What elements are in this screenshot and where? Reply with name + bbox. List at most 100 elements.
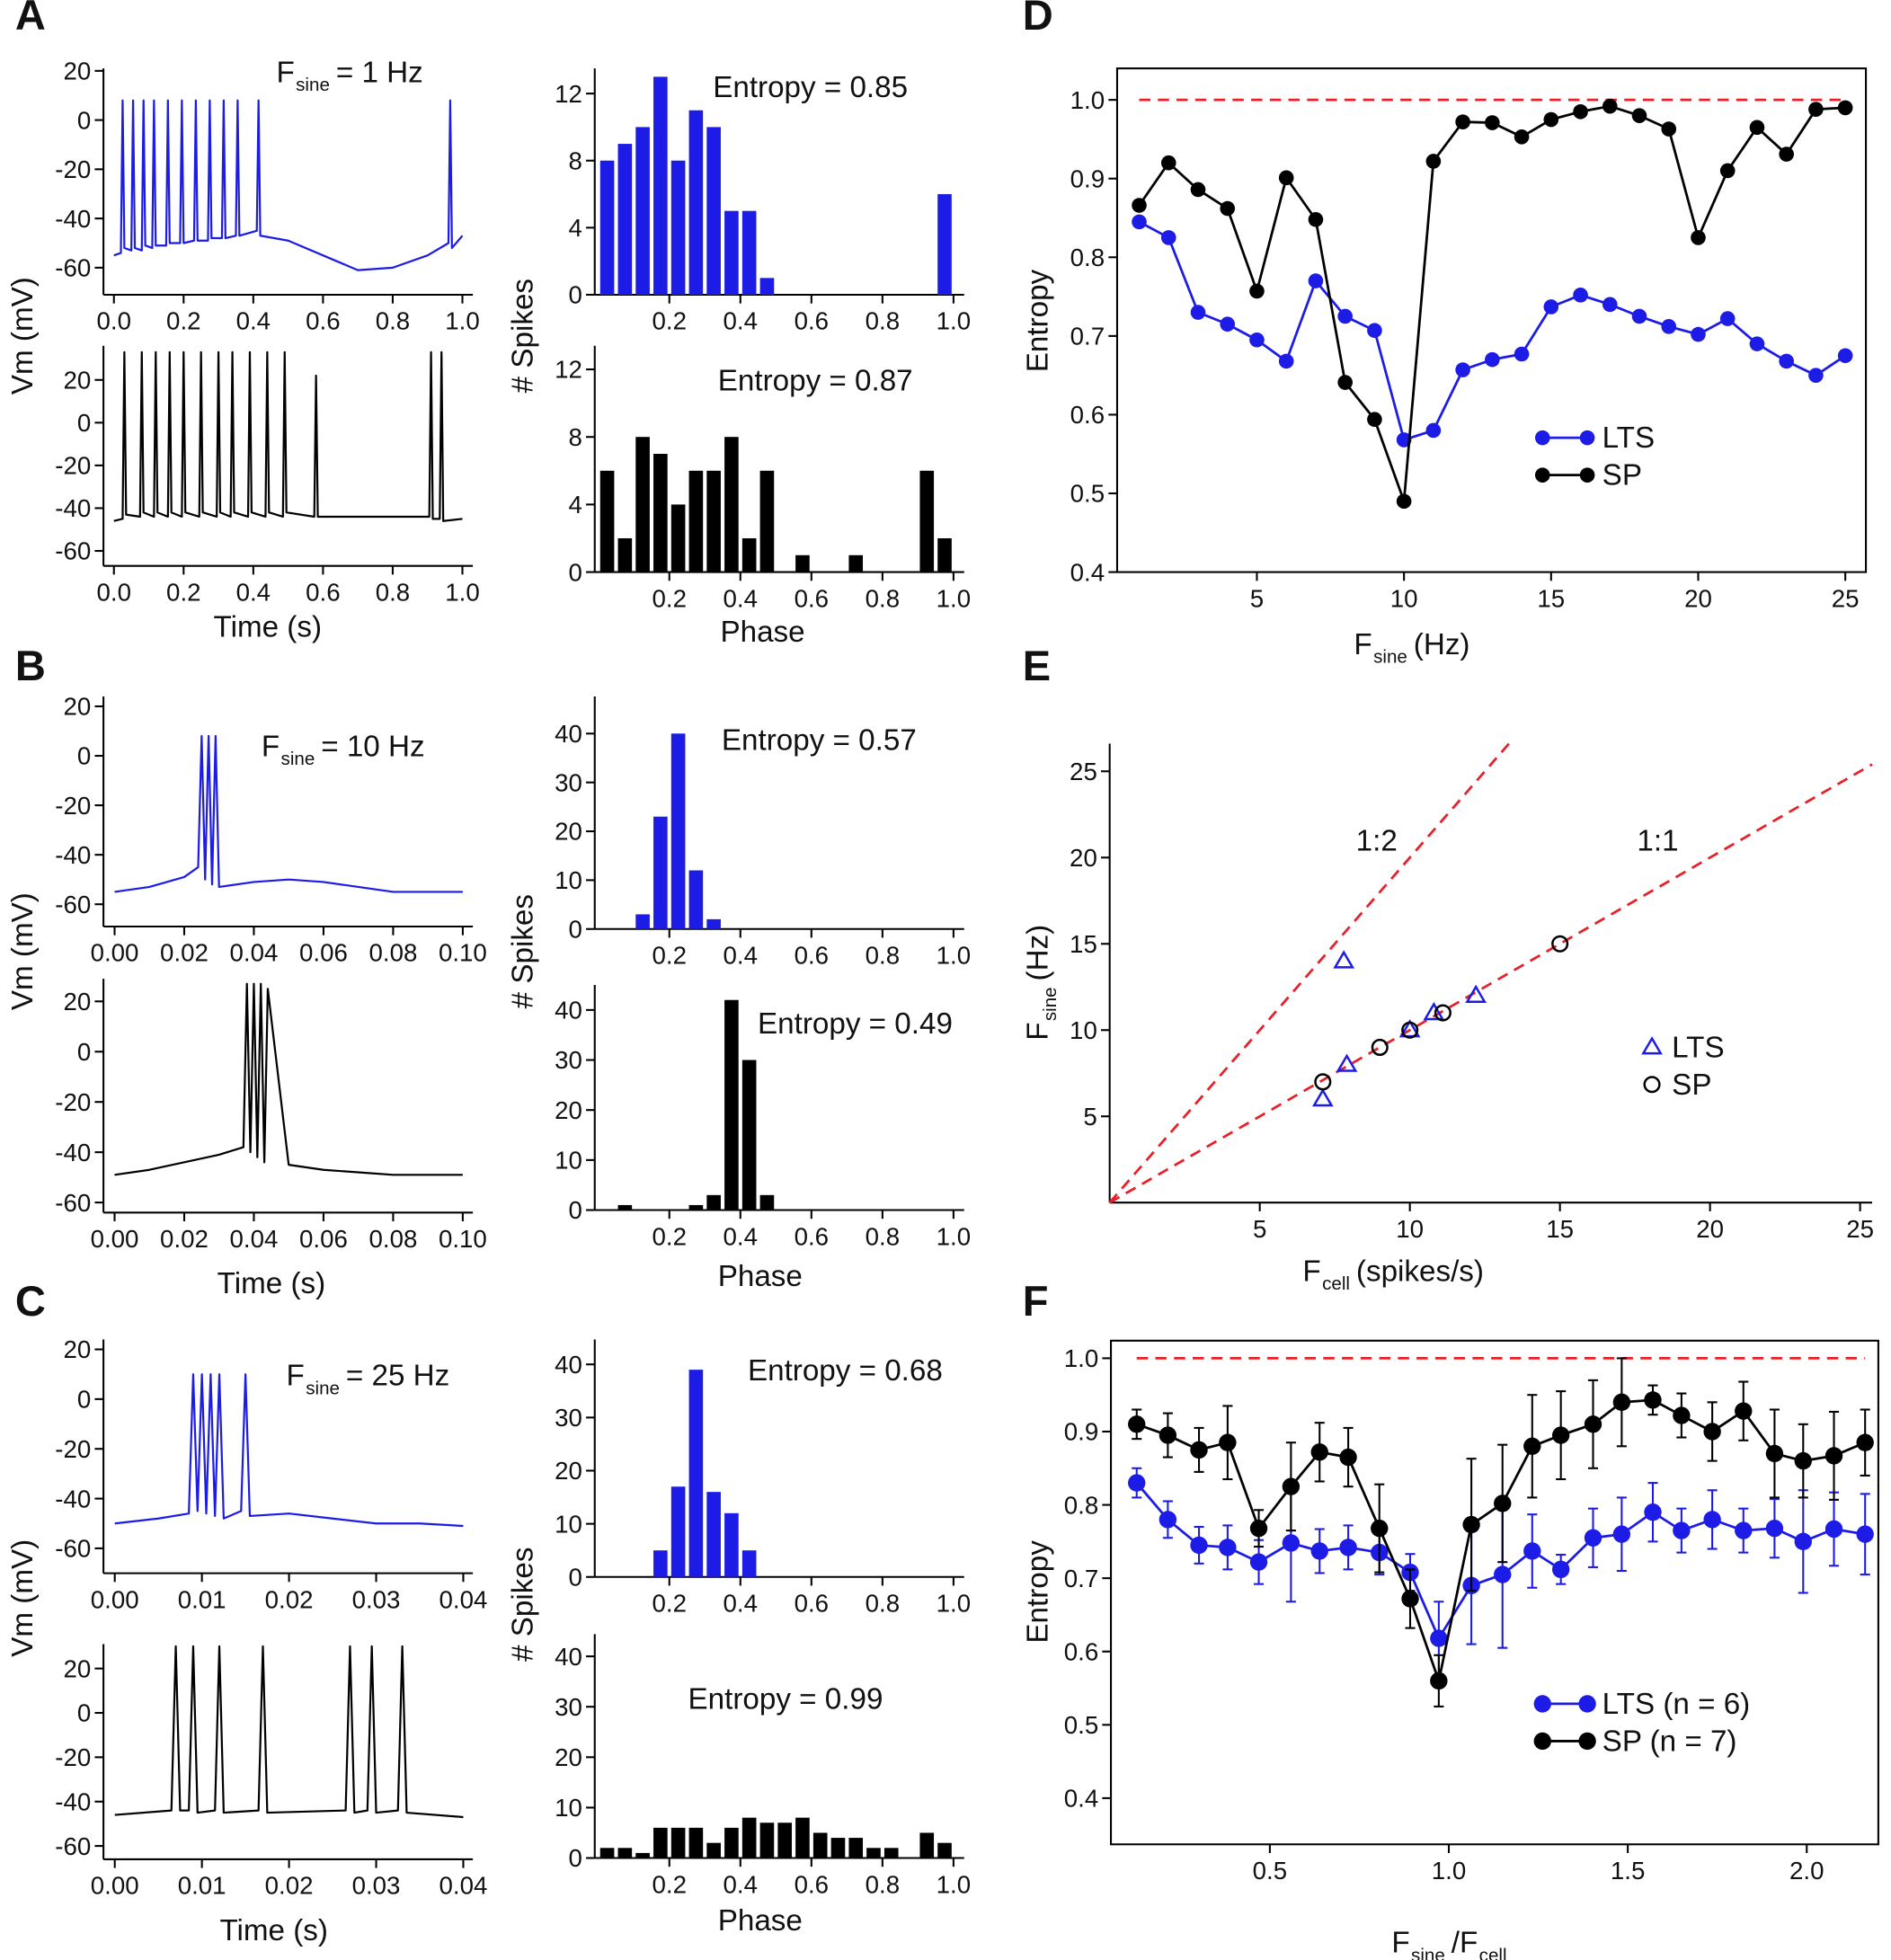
data-point: [1661, 319, 1677, 334]
y-tick-label: 30: [555, 1693, 582, 1721]
data-point: [1333, 950, 1355, 969]
plot-frame: [1110, 1339, 1879, 1846]
y-axis-label: Entropy: [1021, 269, 1054, 372]
legend-marker: [1534, 467, 1550, 483]
legend-marker: [1533, 1732, 1551, 1751]
data-point: [1278, 170, 1294, 186]
label-part: (Hz): [1414, 628, 1470, 661]
x-tick-label: 0.2: [653, 1590, 687, 1618]
data-point: [1631, 308, 1647, 324]
subscript: sine: [306, 1378, 340, 1398]
panel-letter: A: [15, 0, 46, 39]
x-tick-label: 0.04: [439, 1585, 488, 1613]
x-tick-label: 1.0: [937, 1222, 971, 1250]
x-tick-label: 0.6: [795, 584, 829, 612]
subscript: cell: [1322, 1273, 1350, 1294]
histogram-bar: [688, 870, 704, 929]
y-tick-label: 1.0: [1070, 86, 1105, 114]
voltage-trace: [114, 1645, 464, 1819]
x-tick-label: 1.0: [937, 584, 971, 612]
data-point: [1644, 1503, 1662, 1521]
reference-line-label: 1:1: [1637, 825, 1678, 858]
legend-marker: [1533, 1695, 1551, 1713]
histogram-bar: [706, 918, 721, 929]
y-tick-label: 20: [1070, 844, 1097, 872]
data-point: [1220, 200, 1236, 217]
data-point: [1661, 121, 1677, 137]
x-tick-label: 0.4: [724, 1870, 758, 1898]
histogram-bar: [617, 1848, 633, 1858]
y-tick-label: 20: [555, 1096, 582, 1124]
data-point: [1523, 1437, 1541, 1455]
y-tick-label: 0: [569, 915, 582, 943]
label-part: F: [1354, 628, 1372, 661]
histogram-bar: [848, 554, 864, 572]
x-tick-label: 0.08: [368, 939, 417, 967]
label-part: (spikes/s): [1356, 1255, 1484, 1288]
panel-letter: F: [1023, 1277, 1049, 1325]
histogram-bar: [688, 110, 704, 295]
histogram-bar: [653, 76, 668, 295]
x-tick-label: 0.8: [376, 307, 410, 335]
data-point: [1824, 1447, 1843, 1465]
annotation: Entropy = 0.68: [748, 1354, 943, 1388]
y-tick-label: 8: [569, 423, 582, 451]
legend-marker: [1641, 1036, 1663, 1055]
x-tick-label: 0.6: [795, 307, 829, 335]
data-point: [1455, 362, 1470, 377]
y-tick-label: 40: [555, 1643, 582, 1671]
histogram-bar: [759, 470, 775, 572]
data-point: [1703, 1511, 1721, 1529]
histogram-bar: [653, 1827, 668, 1858]
data-point: [1551, 1560, 1570, 1579]
y-tick-label: 20: [64, 988, 92, 1015]
data-point: [1310, 1542, 1328, 1560]
histogram-bar: [599, 160, 615, 295]
data-point: [1644, 1391, 1662, 1409]
x-tick-label: 25: [1846, 1215, 1874, 1243]
data-point: [1311, 1087, 1334, 1107]
data-point: [1494, 1494, 1512, 1512]
data-point: [1856, 1525, 1874, 1543]
x-tick-label: 1.0: [937, 1590, 971, 1618]
x-tick-label: 0.06: [299, 939, 348, 967]
y-tick-label: -40: [55, 841, 91, 869]
histogram-bar: [635, 127, 650, 295]
y-tick-label: 4: [569, 491, 582, 519]
x-axis-label: Fsine (Hz): [1354, 628, 1469, 668]
y-tick-label: 12: [555, 80, 582, 108]
y-tick-label: -20: [55, 1435, 91, 1463]
x-tick-label: 0.6: [795, 942, 829, 970]
histogram-bar: [688, 470, 704, 572]
voltage-trace: [114, 734, 463, 893]
legend-marker: [1578, 1732, 1596, 1751]
y-tick-label: -20: [55, 792, 91, 820]
y-tick-label: 30: [555, 768, 582, 796]
histogram-bar: [724, 999, 739, 1211]
histogram-bar: [688, 1204, 704, 1211]
data-point: [1631, 108, 1647, 123]
x-axis-label: Phase: [720, 616, 804, 649]
panel-letter: B: [15, 642, 46, 689]
x-tick-label: 0.08: [368, 1225, 417, 1253]
data-point: [1514, 129, 1530, 145]
x-tick-label: 0.00: [91, 1872, 139, 1900]
histogram-bar: [741, 1060, 757, 1211]
x-tick-label: 2.0: [1789, 1857, 1824, 1885]
x-axis-label: Fsine/Fcell: [1391, 1927, 1506, 1960]
data-point: [1602, 297, 1618, 313]
data-point: [1749, 336, 1765, 351]
y-tick-label: -60: [55, 1832, 91, 1860]
data-point: [1808, 102, 1824, 117]
panel-letter: E: [1023, 642, 1051, 689]
annotation: Entropy = 0.87: [718, 365, 913, 398]
x-tick-label: 0.0: [97, 578, 131, 606]
x-tick-label: 0.4: [724, 942, 758, 970]
data-point: [1190, 1441, 1208, 1459]
data-point: [1190, 305, 1206, 320]
y-tick-label: 0.7: [1070, 323, 1105, 350]
x-tick-label: 1.0: [937, 1870, 971, 1898]
y-tick-label: 10: [555, 1510, 582, 1538]
data-point: [1282, 1477, 1301, 1495]
annotation: Entropy = 0.99: [688, 1682, 883, 1716]
